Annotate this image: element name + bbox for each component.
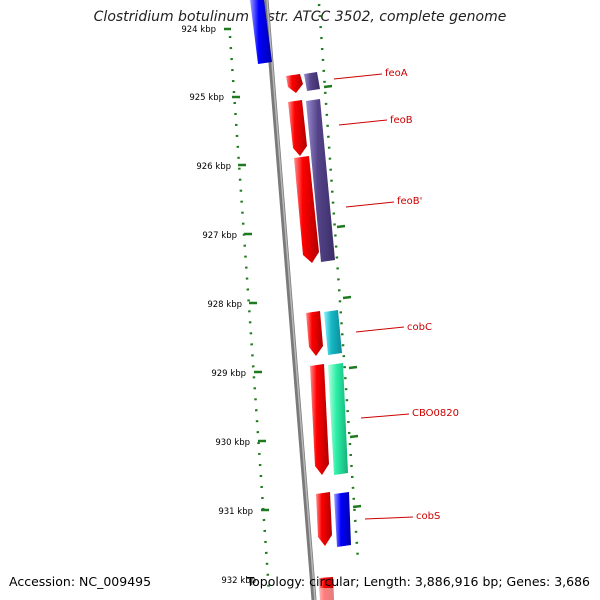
tick-label-924: 924 kbp bbox=[181, 25, 216, 35]
tick-mark bbox=[342, 295, 352, 300]
gene-cobS-product bbox=[334, 492, 351, 547]
gene-label-feoA: feoA bbox=[385, 68, 408, 79]
leader-cobC bbox=[355, 326, 405, 333]
gene-feoA-product bbox=[304, 72, 320, 91]
tick-mark bbox=[349, 434, 359, 439]
gc-track-right bbox=[317, 3, 360, 561]
accession-label: Accession: NC_009495 bbox=[9, 574, 152, 589]
tick-label-928: 928 kbp bbox=[207, 300, 242, 310]
ticks bbox=[224, 27, 362, 512]
gene-feoA-forward bbox=[286, 74, 303, 93]
topology-label: Topology: circular; Length: 3,886,916 bp… bbox=[246, 574, 590, 589]
gene-CBO0820-forward bbox=[310, 364, 329, 475]
tick-mark bbox=[323, 84, 333, 89]
gene-cobS-forward bbox=[316, 492, 332, 546]
tick-label-925: 925 kbp bbox=[189, 93, 224, 103]
tick-mark bbox=[336, 224, 346, 229]
tick-label-931: 931 kbp bbox=[218, 507, 253, 517]
tick-label-927: 927 kbp bbox=[202, 231, 237, 241]
tick-label-926: 926 kbp bbox=[196, 162, 231, 172]
gene-CBO0820-product bbox=[328, 363, 348, 475]
leader-CBO0820 bbox=[360, 413, 410, 419]
gene-feoB-product bbox=[306, 99, 335, 262]
gc-track-left bbox=[228, 35, 271, 593]
gene-feoB-forward bbox=[288, 100, 307, 156]
gene-feoB2-forward bbox=[294, 156, 319, 263]
leader-feoB bbox=[338, 119, 388, 126]
tick-mark bbox=[352, 504, 362, 509]
map-title: Clostridium botulinum A str. ATCC 3502, … bbox=[93, 9, 507, 25]
gene-cobC-product bbox=[324, 310, 342, 355]
tick-label-929: 929 kbp bbox=[211, 369, 246, 379]
genome-backbone bbox=[263, 0, 317, 600]
tick-label-930: 930 kbp bbox=[215, 438, 250, 448]
tick-label-932: 932 kbp bbox=[221, 576, 256, 586]
leader-feoB2 bbox=[345, 201, 395, 208]
leader-feoA bbox=[333, 73, 383, 80]
gene-cobC-forward bbox=[306, 311, 323, 356]
gene-label-feoB2: feoB' bbox=[397, 196, 422, 207]
gene-blue-top bbox=[250, 0, 272, 64]
gene-label-feoB: feoB bbox=[390, 115, 413, 126]
leader-cobS bbox=[364, 516, 414, 520]
tick-mark bbox=[348, 365, 358, 370]
gene-label-cobC: cobC bbox=[407, 322, 432, 333]
gene-label-cobS: cobS bbox=[416, 511, 440, 522]
gene-label-CBO0820: CBO0820 bbox=[412, 408, 459, 419]
